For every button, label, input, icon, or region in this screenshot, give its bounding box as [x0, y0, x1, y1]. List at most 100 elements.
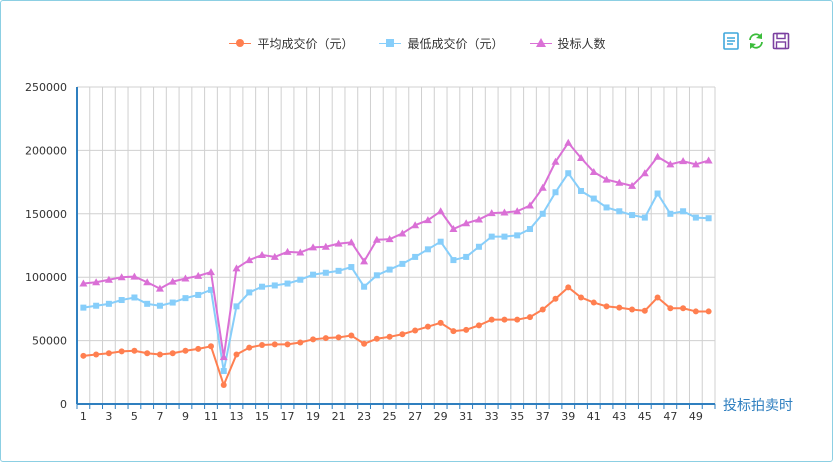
y-tick-label: 100000	[25, 271, 67, 284]
data-point-square	[603, 204, 610, 211]
data-point-triangle	[206, 268, 215, 276]
data-point-triangle	[92, 278, 101, 286]
x-tick-label: 47	[663, 410, 677, 423]
data-point-triangle	[423, 216, 432, 224]
data-point-square	[105, 300, 112, 307]
data-point-triangle	[462, 219, 471, 227]
data-point-triangle	[181, 274, 190, 282]
x-tick-label: 43	[612, 410, 626, 423]
x-tick-label: 1	[80, 410, 87, 423]
data-point-triangle	[704, 156, 713, 164]
data-point-square	[246, 289, 253, 296]
data-point-dot	[514, 316, 521, 323]
data-point-triangle	[296, 248, 305, 256]
x-tick-label: 17	[281, 410, 295, 423]
data-point-triangle	[449, 225, 458, 233]
data-point-square	[335, 267, 342, 274]
data-point-square	[565, 170, 572, 177]
series-markers	[79, 138, 713, 361]
data-point-square	[424, 246, 431, 253]
data-point-triangle	[130, 272, 139, 280]
data-point-dot	[259, 342, 266, 349]
data-point-square	[412, 253, 419, 260]
data-point-dot	[667, 305, 674, 312]
data-point-triangle	[168, 277, 177, 285]
data-point-triangle	[589, 167, 598, 175]
data-point-square	[514, 232, 521, 239]
x-tick-label: 33	[485, 410, 499, 423]
data-point-dot	[475, 322, 482, 329]
data-point-triangle	[474, 215, 483, 223]
data-point-dot	[246, 344, 253, 351]
data-point-square	[692, 214, 699, 221]
data-point-dot	[361, 340, 368, 347]
data-point-triangle	[104, 275, 113, 283]
x-tick-label: 9	[182, 410, 189, 423]
data-point-triangle	[219, 353, 228, 361]
data-point-square	[80, 304, 87, 311]
data-point-dot	[182, 347, 189, 354]
data-point-triangle	[360, 257, 369, 265]
data-point-square	[654, 190, 661, 197]
x-tick-label: 21	[332, 410, 346, 423]
data-view-icon[interactable]	[721, 31, 741, 51]
data-point-square	[118, 297, 125, 304]
x-tick-label: 3	[105, 410, 112, 423]
data-point-square	[144, 300, 151, 307]
data-point-square	[488, 233, 495, 240]
data-point-square	[616, 208, 623, 215]
data-point-square	[322, 269, 329, 276]
legend-item-bidders[interactable]: 投标人数	[529, 35, 606, 52]
data-point-square	[386, 266, 393, 273]
data-point-triangle	[436, 207, 445, 215]
chart-legend: 平均成交价（元） 最低成交价（元） 投标人数	[1, 33, 832, 53]
data-point-triangle	[691, 160, 700, 168]
data-point-dot	[450, 328, 457, 335]
data-point-dot	[437, 319, 444, 326]
data-point-triangle	[155, 284, 164, 292]
legend-triangle-marker	[529, 37, 552, 49]
legend-item-min-price[interactable]: 最低成交价（元）	[379, 35, 504, 52]
data-point-dot	[386, 333, 393, 340]
x-tick-label: 5	[131, 410, 138, 423]
data-point-square	[437, 238, 444, 245]
data-point-square	[680, 208, 687, 215]
data-point-square	[93, 302, 100, 309]
data-point-dot	[335, 334, 342, 341]
data-point-triangle	[258, 251, 267, 259]
data-point-square	[169, 299, 176, 306]
series-line	[83, 141, 709, 359]
restore-icon[interactable]	[746, 31, 766, 51]
data-point-triangle	[309, 243, 318, 251]
x-tick-label: 29	[434, 410, 448, 423]
data-point-triangle	[577, 154, 586, 162]
y-tick-label: 200000	[25, 144, 67, 157]
data-point-dot	[93, 351, 100, 358]
data-point-triangle	[615, 178, 624, 186]
data-point-dot	[501, 316, 508, 323]
data-point-square	[348, 264, 355, 271]
data-point-dot	[118, 348, 125, 355]
x-tick-label: 27	[408, 410, 422, 423]
data-point-dot	[284, 341, 291, 348]
data-point-dot	[680, 305, 687, 312]
y-tick-label: 150000	[25, 208, 67, 221]
data-point-triangle	[513, 207, 522, 215]
data-point-square	[182, 295, 189, 302]
data-point-dot	[207, 343, 214, 350]
legend-square-marker	[379, 37, 402, 49]
data-point-dot	[373, 335, 380, 342]
data-point-square	[641, 214, 648, 221]
data-point-square	[475, 243, 482, 250]
data-point-square	[271, 282, 278, 289]
data-point-triangle	[143, 278, 152, 286]
save-image-icon[interactable]	[771, 31, 791, 51]
data-point-triangle	[487, 209, 496, 217]
data-point-square	[131, 294, 138, 301]
legend-label: 投标人数	[557, 36, 606, 51]
y-tick-label: 50000	[32, 335, 67, 348]
data-point-dot	[641, 307, 648, 314]
legend-item-avg-price[interactable]: 平均成交价（元）	[229, 35, 353, 52]
